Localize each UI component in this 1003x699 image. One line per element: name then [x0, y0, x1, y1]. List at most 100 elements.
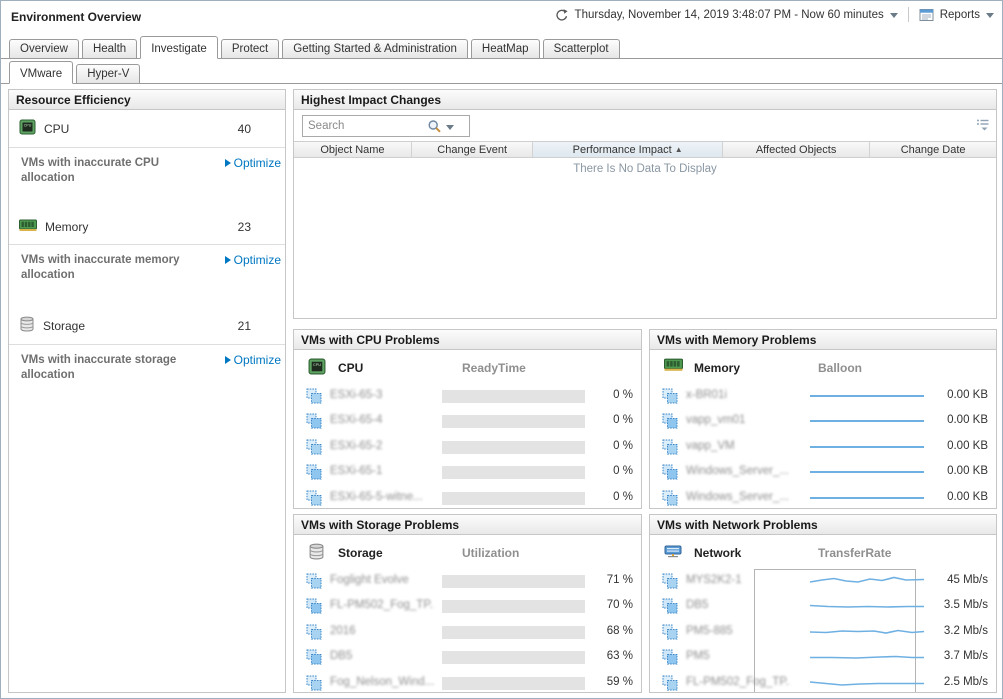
readytime-value: 0 %	[613, 490, 633, 503]
vm-icon	[306, 464, 322, 483]
transferrate-sparkline	[808, 573, 926, 592]
time-range-label[interactable]: Thursday, November 14, 2019 3:48:07 PM -…	[574, 8, 884, 21]
storage-optimize-link[interactable]: Optimize	[224, 353, 281, 383]
time-range-dropdown-icon[interactable]	[889, 13, 898, 18]
storage-icon	[19, 316, 35, 335]
vm-name[interactable]: FL-PM502_Fog_TP...	[686, 675, 790, 688]
vm-name[interactable]: vapp_VM	[686, 439, 735, 452]
storage-problem-row[interactable]: 2016 68 %	[294, 620, 641, 645]
search-options-dropdown-icon[interactable]	[446, 124, 454, 130]
cpu-problem-row[interactable]: ESXi-65-4 0 %	[294, 409, 641, 434]
vm-name[interactable]: ESXi-65-4	[330, 414, 383, 427]
tab-overview[interactable]: Overview	[9, 39, 79, 58]
network-problem-row[interactable]: FL-PM502_Fog_TP... 2.5 Mb/s	[650, 671, 996, 692]
tab-getting-started[interactable]: Getting Started & Administration	[282, 39, 468, 58]
readytime-bar	[442, 390, 585, 403]
vm-name[interactable]: Foglight Evolve	[330, 574, 409, 586]
cpu-problems-colhead: CPU CPU ReadyTime	[294, 350, 641, 384]
memory-problem-row[interactable]: Windows_Server_... 0.00 KB	[650, 486, 996, 508]
network-problem-row[interactable]: MYS2K2-1 45 Mb/s	[650, 569, 996, 594]
search-icon[interactable]	[427, 119, 442, 134]
vm-name[interactable]: x-BR01i	[686, 389, 727, 401]
column-header-performance-impact[interactable]: Performance Impact ▲	[533, 142, 723, 157]
transferrate-sparkline	[808, 649, 926, 668]
balloon-value: 0.00 KB	[947, 439, 988, 452]
vm-name[interactable]: Windows_Server_...	[686, 490, 789, 503]
cpu-problem-row[interactable]: ESXi-65-1 0 %	[294, 460, 641, 485]
cpu-problems-panel: VMs with CPU Problems CPU CPU ReadyTime …	[293, 329, 642, 509]
cpu-optimize-row: VMs with inaccurate CPU allocation Optim…	[9, 148, 285, 194]
table-customizer-icon[interactable]	[976, 118, 990, 134]
cpu-optimize-link[interactable]: Optimize	[224, 156, 281, 186]
reports-dropdown-icon[interactable]	[986, 13, 994, 18]
vm-name[interactable]: DB5	[330, 650, 353, 663]
tab-scatterplot[interactable]: Scatterplot	[542, 39, 620, 58]
storage-problem-row[interactable]: DB5 63 %	[294, 645, 641, 670]
column-header-change-date[interactable]: Change Date	[900, 143, 966, 156]
vm-icon	[306, 649, 322, 668]
tab-health[interactable]: Health	[81, 39, 138, 58]
readytime-bar	[442, 466, 585, 480]
storage-problem-row[interactable]: Fog_Nelson_Wind... 59 %	[294, 671, 641, 692]
vm-icon	[306, 598, 322, 617]
cpu-problem-row[interactable]: ESXi-65-2 0 %	[294, 435, 641, 460]
vm-name[interactable]: PM5-885	[686, 624, 733, 637]
tab-protect[interactable]: Protect	[220, 39, 280, 58]
utilization-value: 59 %	[606, 675, 633, 688]
memory-optimize-link[interactable]: Optimize	[224, 253, 281, 283]
vm-name[interactable]: 2016	[330, 624, 356, 637]
vm-name[interactable]: MYS2K2-1	[686, 574, 742, 586]
storage-problem-row[interactable]: FL-PM502_Fog_TP... 70 %	[294, 594, 641, 619]
memory-problem-row[interactable]: Windows_Server_... 0.00 KB	[650, 460, 996, 485]
utilization-value: 70 %	[606, 599, 633, 612]
column-header-change-event[interactable]: Change Event	[412, 142, 534, 157]
vm-name[interactable]: ESXi-65-1	[330, 465, 383, 478]
network-problem-row[interactable]: DB5 3.5 Mb/s	[650, 594, 996, 619]
transferrate-sparkline	[808, 675, 926, 692]
storage-problem-row[interactable]: Foglight Evolve 71 %	[294, 569, 641, 594]
reports-button[interactable]: Reports	[939, 8, 980, 21]
main-tab-bar: Overview Health Investigate Protect Gett…	[1, 36, 1002, 59]
vm-name[interactable]: ESXi-65-2	[330, 439, 383, 452]
memory-problems-colhead: Memory Balloon	[650, 350, 996, 384]
vm-name[interactable]: vapp_vm01	[686, 414, 746, 427]
cpu-problem-row[interactable]: ESXi-65-3 0 %	[294, 384, 641, 409]
vm-name[interactable]: ESXi-65-5-witne...	[330, 490, 423, 503]
balloon-value: 0.00 KB	[947, 465, 988, 478]
search-input[interactable]	[303, 117, 421, 135]
resource-efficiency-title: Resource Efficiency	[9, 90, 285, 110]
tab-heatmap[interactable]: HeatMap	[470, 39, 540, 58]
vm-name[interactable]: FL-PM502_Fog_TP...	[330, 599, 434, 612]
memory-icon	[19, 219, 37, 235]
tab-investigate[interactable]: Investigate	[140, 36, 218, 59]
vm-icon	[306, 490, 322, 508]
memory-problem-row[interactable]: vapp_vm01 0.00 KB	[650, 409, 996, 434]
vm-icon	[306, 573, 322, 592]
vm-icon	[662, 439, 678, 458]
vm-name[interactable]: PM5	[686, 650, 710, 663]
resource-efficiency-panel: Resource Efficiency CPU CPU 40 VMs with …	[8, 89, 286, 693]
vm-name[interactable]: DB5	[686, 599, 709, 612]
vm-name[interactable]: Fog_Nelson_Wind...	[330, 675, 434, 688]
balloon-metric-label: Balloon	[818, 361, 862, 375]
vm-name[interactable]: ESXi-65-3	[330, 389, 383, 401]
cpu-problem-row[interactable]: ESXi-65-5-witne... 0 %	[294, 486, 641, 508]
network-problem-row[interactable]: PM5 3.7 Mb/s	[650, 645, 996, 670]
vm-icon	[662, 598, 678, 617]
memory-problem-row[interactable]: x-BR01i 0.00 KB	[650, 384, 996, 409]
network-problem-row[interactable]: PM5-885 3.2 Mb/s	[650, 620, 996, 645]
cpu-label: CPU	[44, 121, 70, 136]
optimize-arrow-icon	[224, 256, 231, 264]
readytime-value: 0 %	[613, 414, 633, 427]
subtab-vmware[interactable]: VMware	[9, 61, 74, 84]
vm-icon	[662, 675, 678, 692]
subtab-hyperv[interactable]: Hyper-V	[76, 64, 141, 83]
network-problems-title: VMs with Network Problems	[650, 515, 996, 535]
column-header-object-name[interactable]: Object Name	[294, 142, 412, 157]
column-header-affected-objects[interactable]: Affected Objects	[723, 142, 871, 157]
vm-icon	[306, 388, 322, 407]
vm-name[interactable]: Windows_Server_...	[686, 465, 789, 478]
readytime-value: 0 %	[613, 389, 633, 401]
memory-problem-row[interactable]: vapp_VM 0.00 KB	[650, 435, 996, 460]
